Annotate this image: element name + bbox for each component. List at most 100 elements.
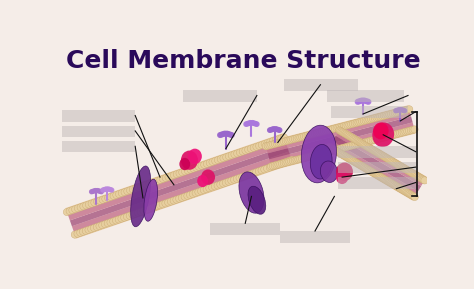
Circle shape [280, 159, 287, 166]
Circle shape [402, 107, 409, 114]
Circle shape [358, 139, 365, 147]
Circle shape [287, 158, 295, 165]
Circle shape [311, 151, 319, 159]
Circle shape [412, 172, 419, 179]
Circle shape [357, 99, 362, 104]
Polygon shape [72, 151, 292, 235]
Circle shape [116, 190, 123, 198]
Circle shape [167, 198, 174, 205]
Circle shape [299, 133, 306, 140]
Circle shape [337, 145, 344, 152]
Circle shape [380, 175, 387, 182]
Circle shape [375, 173, 383, 180]
Circle shape [376, 173, 384, 180]
Circle shape [367, 116, 375, 123]
Circle shape [402, 188, 410, 195]
Circle shape [343, 131, 350, 138]
Circle shape [344, 154, 351, 161]
Circle shape [400, 187, 408, 194]
FancyBboxPatch shape [338, 162, 416, 173]
Circle shape [357, 139, 365, 147]
Circle shape [365, 166, 372, 173]
Circle shape [360, 139, 367, 146]
Circle shape [389, 131, 396, 139]
Ellipse shape [181, 151, 198, 170]
Circle shape [366, 116, 373, 123]
Circle shape [285, 157, 292, 164]
Circle shape [154, 203, 161, 210]
Circle shape [273, 127, 278, 131]
Circle shape [351, 141, 358, 149]
Circle shape [184, 167, 191, 174]
Circle shape [271, 140, 279, 148]
Circle shape [364, 116, 371, 124]
Circle shape [386, 179, 393, 186]
Circle shape [156, 202, 164, 209]
Circle shape [258, 167, 265, 174]
Circle shape [396, 108, 400, 112]
Circle shape [271, 162, 278, 169]
Circle shape [396, 129, 403, 137]
Circle shape [109, 218, 117, 225]
Circle shape [110, 192, 117, 200]
Circle shape [373, 148, 380, 155]
Circle shape [353, 159, 360, 166]
Circle shape [272, 137, 279, 144]
Circle shape [284, 159, 291, 166]
Circle shape [239, 148, 246, 155]
Circle shape [110, 188, 114, 192]
Circle shape [104, 220, 111, 227]
Circle shape [395, 109, 402, 116]
Circle shape [346, 133, 354, 140]
Circle shape [308, 153, 315, 160]
Circle shape [92, 189, 96, 193]
Circle shape [148, 205, 155, 212]
Circle shape [96, 223, 103, 230]
Circle shape [250, 121, 255, 125]
Circle shape [93, 198, 101, 205]
Circle shape [182, 168, 189, 175]
Circle shape [301, 133, 308, 140]
Circle shape [247, 171, 254, 178]
Circle shape [406, 106, 413, 113]
Circle shape [236, 174, 243, 181]
Circle shape [337, 127, 344, 135]
Circle shape [295, 134, 302, 141]
Circle shape [360, 98, 365, 103]
Circle shape [406, 168, 413, 175]
Circle shape [223, 154, 230, 161]
Circle shape [105, 194, 112, 201]
Circle shape [245, 146, 252, 153]
Circle shape [288, 156, 295, 164]
Circle shape [365, 138, 373, 145]
Circle shape [329, 145, 337, 152]
Circle shape [269, 162, 276, 170]
Circle shape [356, 118, 364, 125]
Circle shape [192, 189, 199, 197]
Circle shape [118, 190, 126, 197]
Circle shape [175, 195, 183, 202]
Circle shape [297, 155, 304, 162]
Circle shape [261, 166, 268, 173]
Polygon shape [336, 130, 425, 186]
Circle shape [378, 113, 386, 120]
Circle shape [349, 120, 356, 127]
Circle shape [418, 175, 425, 182]
Circle shape [157, 176, 164, 184]
Circle shape [358, 162, 365, 170]
Circle shape [201, 187, 208, 194]
Circle shape [349, 142, 356, 149]
Ellipse shape [320, 161, 337, 182]
Circle shape [378, 134, 385, 141]
Circle shape [359, 141, 367, 148]
Circle shape [269, 138, 276, 145]
FancyBboxPatch shape [62, 141, 135, 153]
Circle shape [132, 185, 139, 192]
Circle shape [313, 129, 320, 137]
FancyBboxPatch shape [62, 110, 135, 122]
Circle shape [345, 155, 353, 162]
Circle shape [275, 161, 282, 168]
Circle shape [339, 129, 346, 136]
Circle shape [350, 135, 357, 142]
Circle shape [411, 193, 419, 201]
